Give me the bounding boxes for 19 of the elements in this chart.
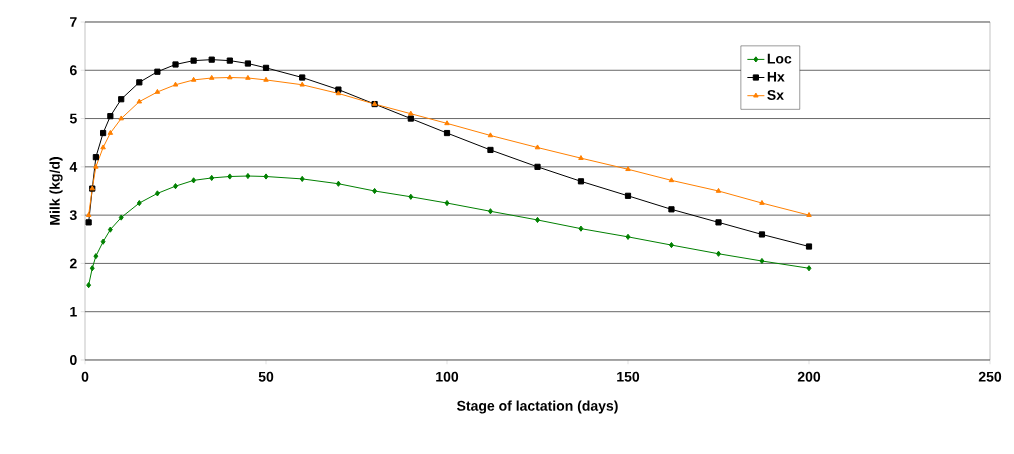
legend-label: Loc	[767, 53, 792, 64]
legend-label: Sx	[767, 90, 784, 100]
x-tick-label: 0	[81, 371, 89, 382]
x-axis-title: Stage of lactation (days)	[457, 400, 618, 414]
y-tick-label: 0	[70, 355, 77, 365]
legend-label: Hx	[767, 71, 785, 82]
x-tick-label: 250	[978, 371, 1002, 382]
y-tick-label: 6	[69, 65, 77, 76]
x-tick-label: 50	[258, 371, 274, 382]
x-tick-label: 150	[617, 371, 640, 382]
y-axis-title: Milk (kg/d)	[49, 157, 63, 225]
x-tick-label: 100	[436, 371, 459, 382]
y-tick-label: 3	[69, 210, 77, 221]
y-tick-label: 4	[69, 162, 78, 172]
y-tick-label: 2	[69, 258, 77, 269]
x-tick-label: 200	[797, 371, 821, 382]
y-tick-label: 7	[70, 17, 77, 27]
y-tick-label: 1	[70, 306, 77, 317]
y-tick-label: 5	[69, 113, 77, 124]
